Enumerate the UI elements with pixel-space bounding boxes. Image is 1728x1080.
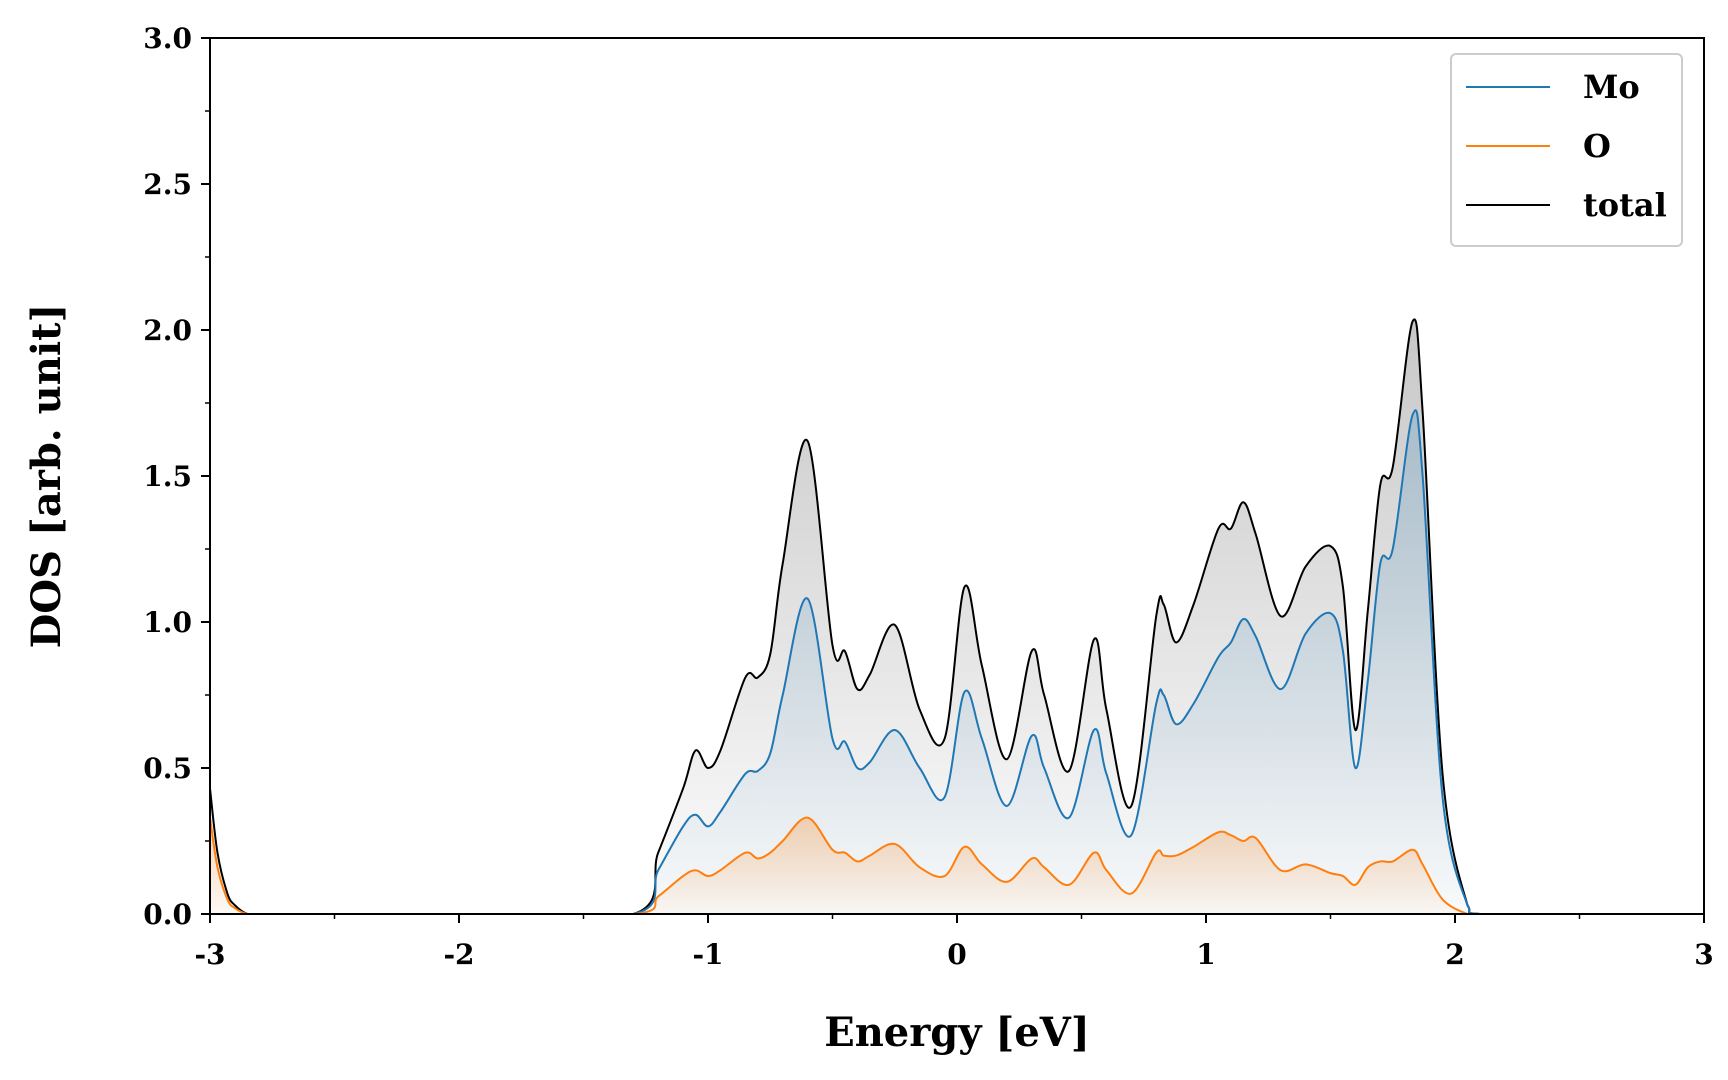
x-tick-label: -3 [194, 938, 225, 971]
legend: Mo O total [1450, 53, 1683, 247]
y-tick-label: 1.0 [143, 606, 192, 639]
x-tick-label: 1 [1196, 938, 1215, 971]
area-fill-mo [210, 410, 1704, 914]
y-axis: 0.0 0.5 1.0 1.5 2.0 2.5 3.0 [143, 22, 210, 931]
legend-label-o: O [1583, 127, 1611, 165]
series-line-o [210, 816, 1704, 914]
x-tick-label: 2 [1445, 938, 1464, 971]
y-tick-label: 2.5 [143, 168, 192, 201]
x-tick-label: 0 [947, 938, 966, 971]
series-lines [210, 318, 1704, 914]
y-tick-label: 3.0 [143, 22, 192, 55]
y-axis-title: DOS [arb. unit] [23, 304, 70, 649]
y-tick-label: 0.5 [143, 752, 192, 785]
x-tick-label: -1 [692, 938, 723, 971]
y-tick-label: 0.0 [143, 898, 192, 931]
x-tick-label: -2 [443, 938, 474, 971]
area-fills [210, 319, 1704, 914]
legend-box [1450, 53, 1683, 247]
x-tick-label: 3 [1694, 938, 1713, 971]
legend-label-total: total [1583, 186, 1667, 224]
y-tick-label: 2.0 [143, 314, 192, 347]
series-line-mo [210, 409, 1704, 914]
area-fill-o [210, 817, 1704, 914]
series-line-total [210, 318, 1704, 914]
x-axis: -3 -2 -1 0 1 2 3 [194, 914, 1714, 971]
x-axis-title: Energy [eV] [824, 1009, 1090, 1056]
legend-label-mo: Mo [1583, 68, 1640, 106]
y-tick-label: 1.5 [143, 460, 192, 493]
